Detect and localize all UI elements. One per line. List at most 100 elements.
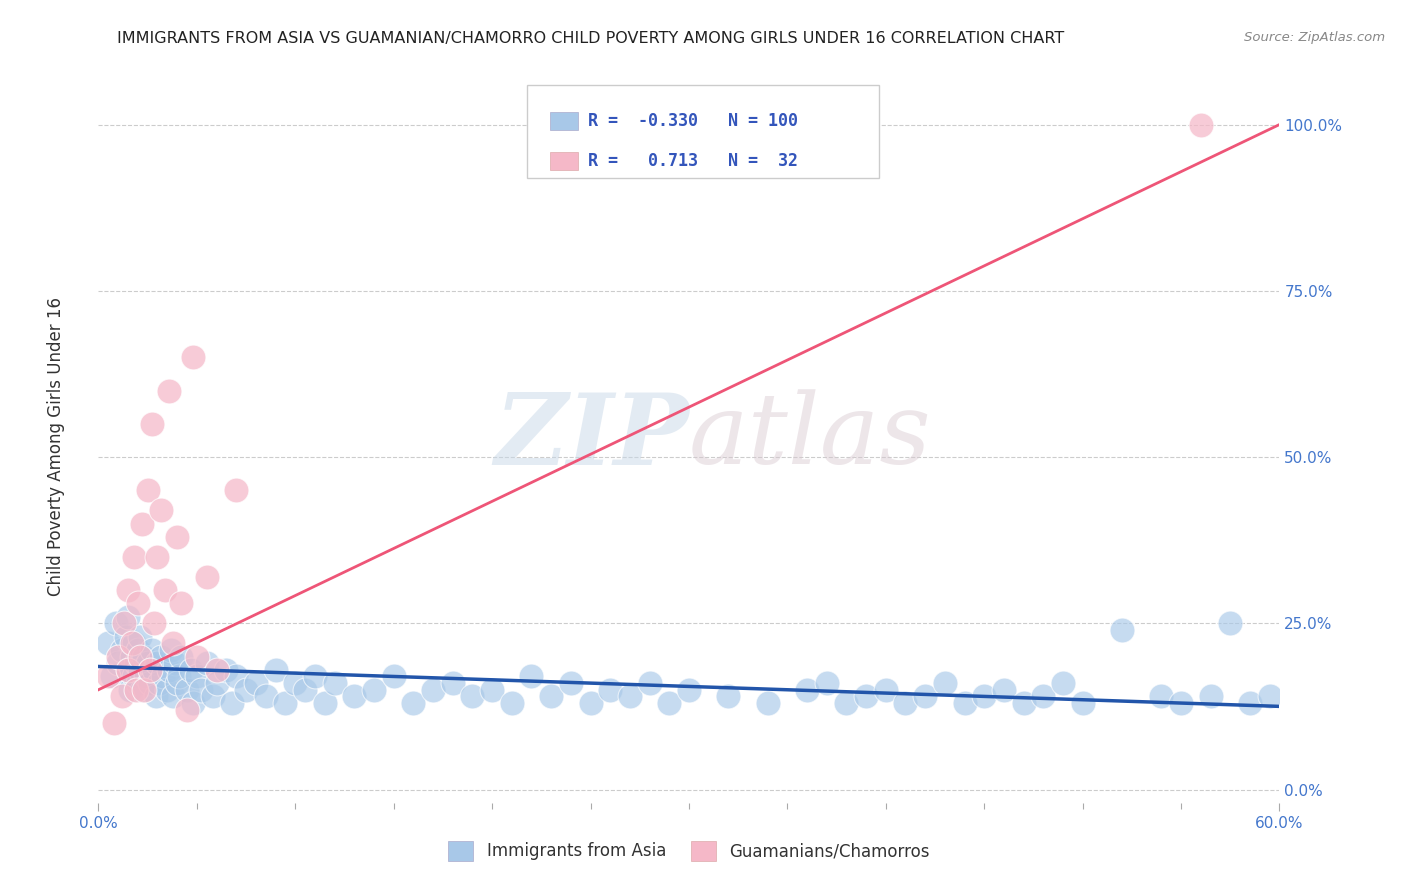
Point xyxy=(105,616,128,631)
Point xyxy=(520,669,543,683)
Point xyxy=(1189,118,1212,132)
Point xyxy=(402,696,425,710)
Point xyxy=(122,549,145,564)
Point xyxy=(131,516,153,531)
Text: IMMIGRANTS FROM ASIA VS GUAMANIAN/CHAMORRO CHILD POVERTY AMONG GIRLS UNDER 16 CO: IMMIGRANTS FROM ASIA VS GUAMANIAN/CHAMOR… xyxy=(117,31,1064,46)
Point xyxy=(221,696,243,710)
Point xyxy=(145,690,167,704)
Point xyxy=(973,690,995,704)
Point xyxy=(170,596,193,610)
Text: Child Poverty Among Girls Under 16: Child Poverty Among Girls Under 16 xyxy=(48,296,65,596)
Point xyxy=(107,656,129,670)
Point xyxy=(599,682,621,697)
Point xyxy=(121,649,143,664)
Point xyxy=(186,669,208,683)
Point xyxy=(160,643,183,657)
Point xyxy=(638,676,661,690)
Point xyxy=(122,669,145,683)
Point xyxy=(150,503,173,517)
Point xyxy=(560,676,582,690)
Point xyxy=(1052,676,1074,690)
Point xyxy=(146,549,169,564)
Point xyxy=(127,643,149,657)
Point xyxy=(195,570,218,584)
Point xyxy=(148,676,170,690)
Point xyxy=(115,630,138,644)
Point xyxy=(190,682,212,697)
Point xyxy=(1012,696,1035,710)
Point xyxy=(323,676,346,690)
Point xyxy=(993,682,1015,697)
Point xyxy=(894,696,917,710)
Point xyxy=(835,696,858,710)
Text: R =   0.713   N =  32: R = 0.713 N = 32 xyxy=(588,153,797,170)
Point xyxy=(136,656,159,670)
Point xyxy=(97,636,120,650)
Point xyxy=(138,663,160,677)
Point xyxy=(128,663,150,677)
Point xyxy=(117,609,139,624)
Point xyxy=(170,649,193,664)
Point xyxy=(579,696,602,710)
Point xyxy=(441,676,464,690)
Point xyxy=(156,682,179,697)
Point xyxy=(127,596,149,610)
Point xyxy=(180,663,202,677)
Point xyxy=(167,669,190,683)
Point xyxy=(1032,690,1054,704)
Point xyxy=(166,676,188,690)
Point xyxy=(181,696,204,710)
Point xyxy=(934,676,956,690)
Point xyxy=(205,663,228,677)
Point xyxy=(157,663,180,677)
Point xyxy=(166,530,188,544)
Point xyxy=(117,663,139,677)
Point xyxy=(138,676,160,690)
Point xyxy=(855,690,877,704)
Point xyxy=(141,643,163,657)
Point xyxy=(155,582,177,597)
Point xyxy=(796,682,818,697)
Point xyxy=(142,663,165,677)
Point xyxy=(97,669,120,683)
Point xyxy=(363,682,385,697)
Point xyxy=(264,663,287,677)
Point xyxy=(914,690,936,704)
Point xyxy=(111,690,134,704)
Text: ZIP: ZIP xyxy=(494,389,689,485)
Point xyxy=(127,676,149,690)
Point xyxy=(1150,690,1173,704)
Point xyxy=(152,669,174,683)
Point xyxy=(245,676,267,690)
Point xyxy=(953,696,976,710)
Point xyxy=(658,696,681,710)
Point xyxy=(132,682,155,697)
Point xyxy=(111,643,134,657)
Point xyxy=(215,663,238,677)
Point xyxy=(1111,623,1133,637)
Point xyxy=(128,649,150,664)
Point xyxy=(205,676,228,690)
Point xyxy=(1071,696,1094,710)
Point xyxy=(815,676,838,690)
Point xyxy=(254,690,277,704)
Point xyxy=(540,690,562,704)
Point xyxy=(678,682,700,697)
Point xyxy=(132,649,155,664)
Point xyxy=(717,690,740,704)
Point xyxy=(165,656,187,670)
Point xyxy=(117,663,139,677)
Point xyxy=(162,636,184,650)
Point xyxy=(135,669,157,683)
Point xyxy=(125,656,148,670)
Point xyxy=(131,682,153,697)
Point xyxy=(176,703,198,717)
Point xyxy=(314,696,336,710)
Point xyxy=(121,636,143,650)
Point xyxy=(294,682,316,697)
Point xyxy=(274,696,297,710)
Point xyxy=(176,682,198,697)
Point xyxy=(195,656,218,670)
Point xyxy=(150,649,173,664)
Point xyxy=(136,483,159,498)
